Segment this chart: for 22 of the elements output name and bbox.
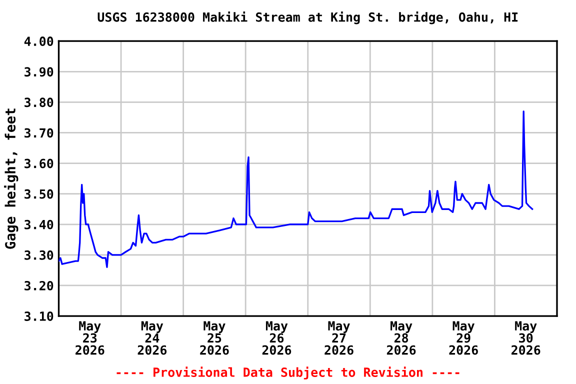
y-tick-label: 3.90 — [24, 67, 54, 77]
y-tick-label: 3.40 — [24, 220, 54, 230]
y-tick-label: 3.10 — [24, 312, 54, 321]
x-tick-label: May 25 2026 — [200, 321, 229, 355]
y-tick-label: 3.50 — [24, 189, 54, 199]
x-tick-label: May 24 2026 — [138, 321, 167, 355]
y-tick-label: 3.60 — [24, 158, 54, 168]
text: ---- Provisional Data Subject to Revision ---- — [116, 366, 460, 380]
x-tick-label: May 29 2026 — [449, 321, 478, 355]
y-tick-label: 3.20 — [24, 280, 54, 290]
x-tick-label: May 30 2026 — [512, 321, 540, 355]
y-tick-label: 3.30 — [24, 250, 54, 260]
x-tick-label: May 23 2026 — [76, 321, 104, 355]
y-tick-label: 4.00 — [24, 36, 54, 46]
line-series — [58, 110, 534, 268]
x-tick-label: May 27 2026 — [324, 321, 354, 355]
y-tick-label: 3.70 — [24, 128, 54, 138]
chart-title: USGS 16238000 Makiki Stream at King St. bridge, Oahu, HI — [98, 11, 518, 24]
y-axis-title: Gage height, feet — [4, 108, 18, 249]
x-tick-label: May 28 2026 — [386, 321, 416, 355]
x-tick-label: May 26 2026 — [262, 321, 292, 355]
y-tick-label: 3.80 — [24, 98, 54, 108]
